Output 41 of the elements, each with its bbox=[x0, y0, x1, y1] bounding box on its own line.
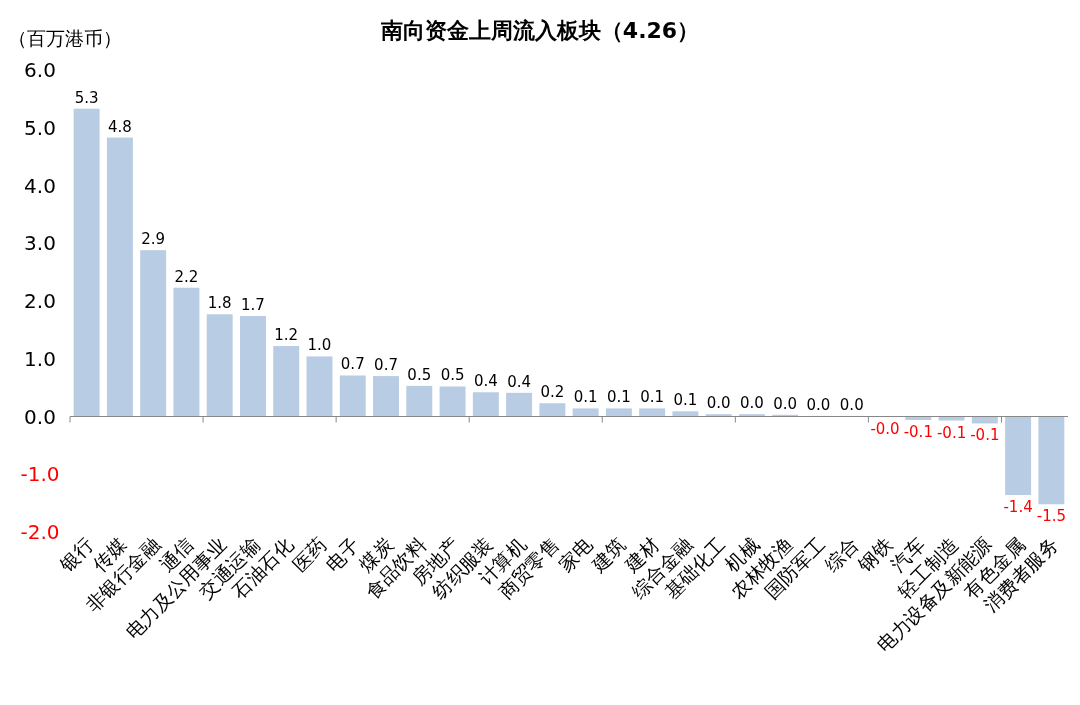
data-label: 2.9 bbox=[141, 230, 166, 249]
data-label: 0.0 bbox=[706, 394, 731, 413]
data-label: -0.0 bbox=[870, 420, 900, 439]
data-label: -0.1 bbox=[936, 423, 967, 442]
y-tick-label: 5.0 bbox=[24, 115, 56, 140]
data-label: -1.4 bbox=[1003, 498, 1033, 517]
data-label: 0.2 bbox=[540, 383, 565, 402]
y-tick-label: 1.0 bbox=[24, 346, 56, 371]
y-tick-label: 3.0 bbox=[24, 231, 56, 256]
data-label: 0.4 bbox=[473, 372, 498, 391]
data-label: 4.8 bbox=[107, 117, 132, 136]
data-label: -0.1 bbox=[903, 422, 933, 441]
data-label: 1.2 bbox=[274, 326, 299, 345]
y-tick-label: 4.0 bbox=[24, 173, 56, 198]
data-label: 0.0 bbox=[773, 394, 798, 413]
y-tick-label: 0.0 bbox=[24, 404, 56, 429]
data-label: 0.5 bbox=[407, 365, 432, 384]
data-label: 0.4 bbox=[507, 372, 532, 391]
data-label: -1.5 bbox=[1036, 507, 1067, 526]
data-label: 0.0 bbox=[740, 394, 764, 413]
y-tick-label: -2.0 bbox=[20, 520, 60, 544]
data-label: 0.0 bbox=[839, 395, 864, 414]
data-label: 1.8 bbox=[207, 294, 232, 313]
data-label: 0.7 bbox=[340, 355, 365, 374]
data-label: 0.1 bbox=[573, 388, 598, 407]
data-label: 0.0 bbox=[806, 395, 831, 414]
data-label: 0.1 bbox=[606, 388, 631, 407]
y-axis-title: （百万港币） bbox=[8, 27, 122, 49]
data-label: 0.5 bbox=[440, 366, 465, 385]
data-label: 2.2 bbox=[174, 267, 199, 286]
data-label: 0.1 bbox=[673, 391, 698, 410]
y-tick-label: 2.0 bbox=[24, 289, 56, 313]
data-label: 0.1 bbox=[640, 388, 665, 407]
data-label: 1.0 bbox=[307, 336, 332, 355]
data-label: 0.7 bbox=[374, 356, 398, 375]
y-tick-label: -1.0 bbox=[20, 462, 60, 487]
y-tick-label: 6.0 bbox=[24, 58, 56, 82]
data-label: -0.1 bbox=[970, 426, 1000, 445]
data-label: 5.3 bbox=[74, 88, 99, 107]
chart-title: 南向资金上周流入板块（4.26） bbox=[379, 18, 700, 43]
data-label: 1.7 bbox=[241, 296, 265, 315]
